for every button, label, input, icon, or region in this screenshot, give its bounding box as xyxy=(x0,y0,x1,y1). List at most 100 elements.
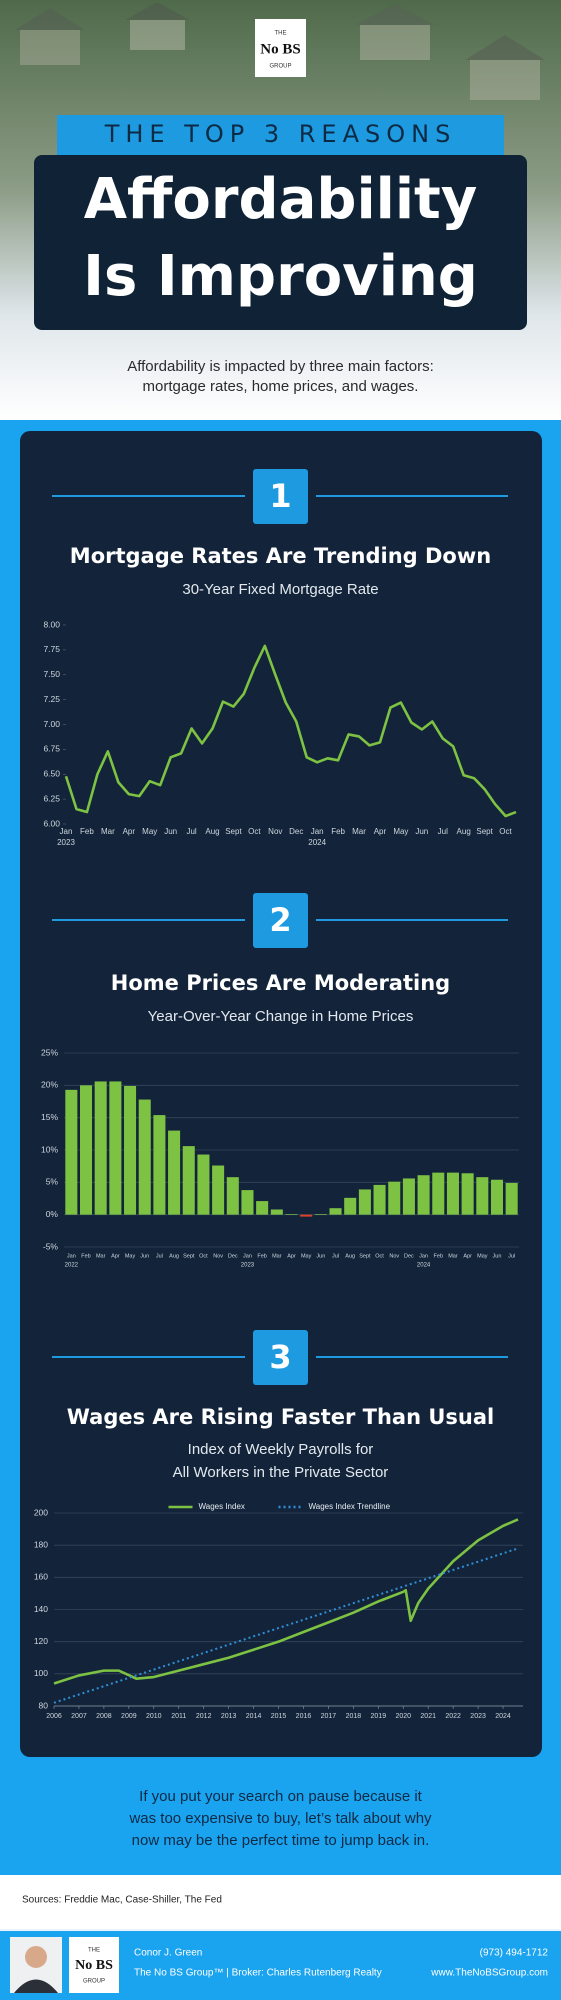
x-year-label: 2022 xyxy=(65,1263,79,1269)
section-number: 1 xyxy=(269,477,291,515)
chart-subtitle: All Workers in the Private Sector xyxy=(173,1464,389,1481)
bar xyxy=(344,1197,357,1215)
bar xyxy=(94,1081,107,1215)
x-tick-label: 2022 xyxy=(445,1713,461,1720)
x-tick-label: Mar xyxy=(352,827,366,836)
chart-title: Mortgage Rates Are Trending Down xyxy=(70,544,491,568)
x-tick-label: Dec xyxy=(289,827,303,836)
x-year-label: 2023 xyxy=(241,1263,255,1269)
x-tick-label: Jan xyxy=(67,1253,76,1259)
bar xyxy=(79,1085,93,1215)
x-tick-label: Jul xyxy=(186,827,196,836)
x-tick-label: 2015 xyxy=(271,1713,287,1720)
x-tick-label: Jun xyxy=(164,827,177,836)
x-tick-label: May xyxy=(142,827,157,836)
x-tick-label: May xyxy=(301,1253,312,1259)
x-tick-label: Dec xyxy=(228,1253,238,1259)
y-tick-label: 180 xyxy=(34,1539,48,1549)
x-tick-label: 2021 xyxy=(420,1713,436,1720)
bar xyxy=(373,1184,386,1215)
website[interactable]: www.TheNoBSGroup.com xyxy=(430,1968,548,1979)
x-tick-label: Jan xyxy=(419,1253,428,1259)
y-tick-label: 100 xyxy=(34,1668,48,1678)
y-tick-label: 80 xyxy=(39,1700,49,1710)
x-tick-label: 2020 xyxy=(395,1713,411,1720)
x-tick-label: Sept xyxy=(476,827,493,836)
x-tick-label: 2018 xyxy=(346,1713,362,1720)
x-tick-label: Jun xyxy=(415,827,428,836)
x-tick-label: Jul xyxy=(508,1253,515,1259)
bar xyxy=(226,1177,239,1215)
bar xyxy=(212,1165,225,1215)
x-tick-label: 2016 xyxy=(296,1713,312,1720)
x-tick-label: Jul xyxy=(156,1253,163,1259)
bar xyxy=(417,1175,430,1215)
hero-houses xyxy=(15,2,545,100)
x-tick-label: May xyxy=(393,827,408,836)
y-tick-label: 140 xyxy=(34,1604,48,1614)
x-tick-label: Apr xyxy=(111,1253,120,1259)
section-number-box xyxy=(253,1330,308,1385)
data-line xyxy=(64,644,517,818)
y-tick-label: 25% xyxy=(41,1047,58,1057)
phone[interactable]: (973) 494-1712 xyxy=(480,1948,549,1959)
section-number: 2 xyxy=(269,901,291,939)
y-tick-label: 7.25 xyxy=(43,694,60,704)
x-tick-label: Sept xyxy=(225,827,242,836)
agent-photo xyxy=(10,1937,62,1993)
x-tick-label: Oct xyxy=(499,827,512,836)
bar xyxy=(476,1177,489,1215)
bar xyxy=(446,1172,459,1215)
data-line xyxy=(53,1518,519,1685)
x-tick-label: 2024 xyxy=(495,1713,511,1720)
title-box xyxy=(34,155,527,330)
intro-line: mortgage rates, home prices, and wages. xyxy=(143,378,419,395)
legend-label: Wages Index Trendline xyxy=(309,1502,391,1511)
y-tick-label: 6.25 xyxy=(43,793,60,803)
bar xyxy=(285,1214,298,1215)
x-tick-label: 2010 xyxy=(146,1713,162,1720)
footer-rule xyxy=(0,1929,561,1931)
x-tick-label: Feb xyxy=(80,827,94,836)
bar xyxy=(138,1099,151,1215)
closing-line: was too expensive to buy, let’s talk abo… xyxy=(128,1810,432,1827)
x-tick-label: Oct xyxy=(199,1253,208,1259)
footer-logo-name: No BS xyxy=(75,1958,113,1973)
y-tick-label: 120 xyxy=(34,1636,48,1646)
logo-top: THE xyxy=(275,31,287,37)
x-tick-label: Oct xyxy=(375,1253,384,1259)
bar xyxy=(402,1178,415,1215)
y-tick-label: 200 xyxy=(34,1507,48,1517)
bar xyxy=(490,1179,504,1215)
x-tick-label: 2006 xyxy=(46,1713,62,1720)
y-tick-label: 15% xyxy=(41,1112,58,1122)
y-tick-label: 7.75 xyxy=(43,644,60,654)
logo-name: No BS xyxy=(260,41,300,57)
x-tick-label: Mar xyxy=(96,1253,106,1259)
bar xyxy=(182,1146,195,1215)
y-tick-label: 0% xyxy=(46,1209,59,1219)
x-tick-label: May xyxy=(125,1253,136,1259)
x-tick-label: May xyxy=(477,1253,488,1259)
x-tick-label: Aug xyxy=(205,827,219,836)
footer-logo-bottom: GROUP xyxy=(83,1979,105,1985)
y-tick-label: 6.50 xyxy=(43,769,60,779)
x-year-label: 2024 xyxy=(417,1263,431,1269)
kicker: THE TOP 3 REASONS xyxy=(104,120,457,148)
x-year-label: 2023 xyxy=(57,838,75,847)
y-tick-label: 10% xyxy=(41,1144,58,1154)
x-tick-label: Jul xyxy=(332,1253,339,1259)
bar xyxy=(329,1208,342,1215)
x-tick-label: Apr xyxy=(374,827,387,836)
x-tick-label: Mar xyxy=(101,827,115,836)
y-tick-label: 5% xyxy=(46,1177,59,1187)
bar xyxy=(358,1189,371,1215)
bar xyxy=(256,1201,269,1215)
kicker-band xyxy=(57,115,504,155)
bar xyxy=(124,1085,137,1215)
data-line xyxy=(53,1547,519,1704)
agent-name: Conor J. Green xyxy=(134,1948,202,1959)
bar xyxy=(168,1130,181,1215)
